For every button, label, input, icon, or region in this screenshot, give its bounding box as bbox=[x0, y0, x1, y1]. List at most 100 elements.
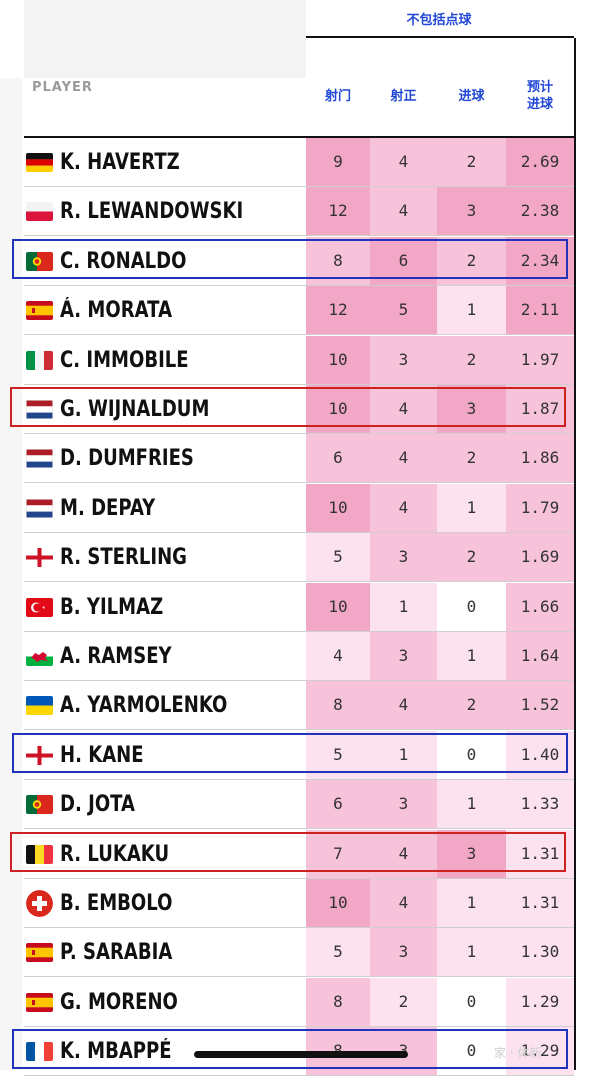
xg-column-header[interactable]: 预计 进球 bbox=[506, 72, 574, 120]
player-name[interactable]: C. RONALDO bbox=[60, 248, 187, 274]
xg-cell: 1.66 bbox=[506, 582, 574, 631]
player-name[interactable]: K. HAVERTZ bbox=[60, 150, 180, 175]
portugal-flag-icon bbox=[26, 251, 53, 271]
belgium-flag-icon bbox=[26, 844, 53, 864]
table-row[interactable]: D. DUMFRIES 6 4 2 1.86 bbox=[24, 434, 574, 484]
xg-header-line2: 进球 bbox=[526, 97, 553, 112]
player-name[interactable]: R. LEWANDOWSKI bbox=[60, 199, 244, 225]
on-target-cell: 4 bbox=[370, 385, 437, 433]
netherlands-flag-icon bbox=[26, 498, 53, 518]
germany-flag-icon bbox=[26, 153, 53, 172]
goals-cell: 2 bbox=[437, 236, 506, 285]
shots-cell: 9 bbox=[306, 138, 370, 186]
shots-cell: 12 bbox=[306, 286, 370, 335]
goals-cell: 1 bbox=[437, 879, 506, 927]
shots-cell: 6 bbox=[306, 434, 370, 483]
goals-cell: 3 bbox=[437, 385, 506, 433]
header-rule bbox=[24, 136, 574, 138]
xg-cell: 1.79 bbox=[506, 483, 574, 532]
on-target-cell: 3 bbox=[370, 928, 437, 977]
france-flag-icon bbox=[26, 1042, 53, 1062]
player-name[interactable]: D. JOTA bbox=[60, 792, 136, 818]
table-row[interactable]: G. MORENO 8 2 0 1.29 bbox=[24, 977, 574, 1027]
shots-cell: 10 bbox=[306, 582, 370, 631]
goals-cell: 2 bbox=[437, 335, 506, 384]
netherlands-flag-icon bbox=[26, 400, 53, 419]
row-divider bbox=[24, 383, 574, 385]
on-target-column-header[interactable]: 射正 bbox=[390, 88, 417, 104]
england-flag-icon bbox=[26, 548, 53, 568]
group-underline bbox=[306, 36, 574, 38]
player-name[interactable]: B. EMBOLO bbox=[60, 891, 173, 916]
goals-cell: 0 bbox=[437, 730, 506, 779]
table-row[interactable]: K. HAVERTZ 9 4 2 2.69 bbox=[24, 138, 574, 187]
player-name[interactable]: G. MORENO bbox=[60, 989, 178, 1015]
table-right-border bbox=[574, 38, 576, 1070]
player-name[interactable]: Á. MORATA bbox=[60, 298, 173, 324]
player-name[interactable]: A. RAMSEY bbox=[60, 644, 172, 669]
goals-cell: 1 bbox=[437, 632, 506, 680]
table-row[interactable]: R. STERLING 5 3 2 1.69 bbox=[24, 533, 574, 583]
xg-cell: 1.33 bbox=[506, 780, 574, 829]
row-divider bbox=[24, 778, 574, 780]
turkey-flag-icon bbox=[26, 597, 53, 617]
shots-cell: 5 bbox=[306, 730, 370, 779]
xg-cell: 1.31 bbox=[506, 879, 574, 927]
xg-cell: 1.64 bbox=[506, 632, 574, 680]
player-name[interactable]: H. KANE bbox=[60, 742, 144, 768]
player-name[interactable]: D. DUMFRIES bbox=[60, 446, 194, 472]
table-row[interactable]: C. RONALDO 8 6 2 2.34 bbox=[24, 236, 574, 286]
wales-flag-icon bbox=[26, 647, 53, 666]
table-row[interactable]: C. IMMOBILE 10 3 2 1.97 bbox=[24, 335, 574, 385]
group-title: 不包括点球 bbox=[406, 12, 472, 28]
table-row[interactable]: A. RAMSEY 4 3 1 1.64 bbox=[24, 632, 574, 681]
player-name[interactable]: A. YARMOLENKO bbox=[60, 693, 228, 719]
table-row[interactable]: H. KANE 5 1 0 1.40 bbox=[24, 730, 574, 780]
table-row[interactable]: B. YILMAZ 10 1 0 1.66 bbox=[24, 582, 574, 632]
goals-cell: 2 bbox=[437, 533, 506, 582]
player-name[interactable]: B. YILMAZ bbox=[60, 594, 164, 620]
player-name[interactable]: G. WIJNALDUM bbox=[60, 397, 210, 422]
player-column-header[interactable]: PLAYER bbox=[32, 80, 93, 95]
table-row[interactable]: Á. MORATA 12 5 1 2.11 bbox=[24, 286, 574, 336]
xg-cell: 1.40 bbox=[506, 730, 574, 779]
home-indicator[interactable] bbox=[194, 1051, 408, 1058]
xg-cell: 1.86 bbox=[506, 434, 574, 483]
row-divider bbox=[24, 531, 574, 533]
table-row[interactable]: B. EMBOLO 10 4 1 1.31 bbox=[24, 879, 574, 928]
player-name[interactable]: C. IMMOBILE bbox=[60, 347, 189, 373]
goals-column-header[interactable]: 进球 bbox=[458, 88, 485, 104]
table-row[interactable]: R. LUKAKU 7 4 3 1.31 bbox=[24, 829, 574, 879]
xg-cell: 2.69 bbox=[506, 138, 574, 186]
table-row[interactable]: P. SARABIA 5 3 1 1.30 bbox=[24, 928, 574, 978]
player-name[interactable]: K. MBAPPÉ bbox=[60, 1039, 172, 1065]
xg-cell: 1.97 bbox=[506, 335, 574, 384]
table-row[interactable]: R. LEWANDOWSKI 12 4 3 2.38 bbox=[24, 187, 574, 237]
row-divider bbox=[24, 186, 574, 187]
table-row[interactable]: D. JOTA 6 3 1 1.33 bbox=[24, 780, 574, 830]
goals-cell: 0 bbox=[437, 977, 506, 1026]
table-row[interactable]: A. YARMOLENKO 8 4 2 1.52 bbox=[24, 681, 574, 731]
player-name[interactable]: P. SARABIA bbox=[60, 940, 173, 966]
row-divider bbox=[24, 976, 574, 978]
xg-cell: 1.69 bbox=[506, 533, 574, 582]
goals-cell: 2 bbox=[437, 138, 506, 186]
on-target-cell: 4 bbox=[370, 434, 437, 483]
player-name[interactable]: R. STERLING bbox=[60, 545, 187, 571]
table-row[interactable]: G. WIJNALDUM 10 4 3 1.87 bbox=[24, 385, 574, 434]
shots-column-header[interactable]: 射门 bbox=[324, 88, 351, 104]
on-target-cell: 6 bbox=[370, 236, 437, 285]
italy-flag-icon bbox=[26, 350, 53, 370]
goals-cell: 1 bbox=[437, 483, 506, 532]
player-name[interactable]: R. LUKAKU bbox=[60, 841, 170, 867]
row-divider bbox=[24, 482, 574, 484]
table-row[interactable]: M. DEPAY 10 4 1 1.79 bbox=[24, 483, 574, 533]
player-name[interactable]: M. DEPAY bbox=[60, 495, 156, 521]
xg-cell: 1.29 bbox=[506, 977, 574, 1026]
row-divider bbox=[24, 729, 574, 731]
spain-flag-icon bbox=[26, 943, 53, 963]
goals-cell: 2 bbox=[437, 681, 506, 730]
on-target-cell: 4 bbox=[370, 138, 437, 186]
poland-flag-icon bbox=[26, 202, 53, 222]
